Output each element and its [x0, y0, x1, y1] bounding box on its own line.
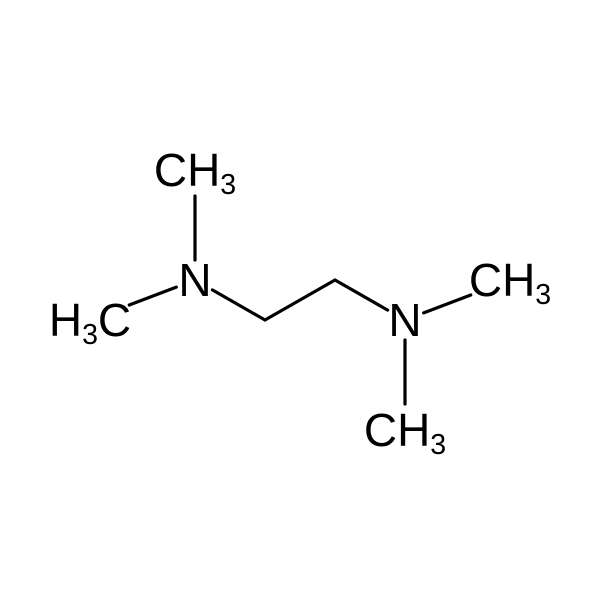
- bond: [129, 287, 176, 305]
- atom-label-ch3-ul: CH3: [154, 147, 236, 193]
- chemical-structure-diagram: N N CH3 H3C CH3 CH3: [0, 0, 600, 600]
- atom-label-ch3-ur: CH3: [469, 257, 551, 303]
- atom-label-n-left: N: [178, 257, 211, 303]
- atom-label-ch3-lr: CH3: [364, 407, 446, 453]
- bond: [335, 280, 388, 310]
- atom-label-ch3-ll: H3C: [49, 297, 131, 343]
- bond: [265, 280, 335, 320]
- atom-label-n-right: N: [388, 297, 421, 343]
- bond: [212, 290, 265, 320]
- bond: [424, 295, 471, 313]
